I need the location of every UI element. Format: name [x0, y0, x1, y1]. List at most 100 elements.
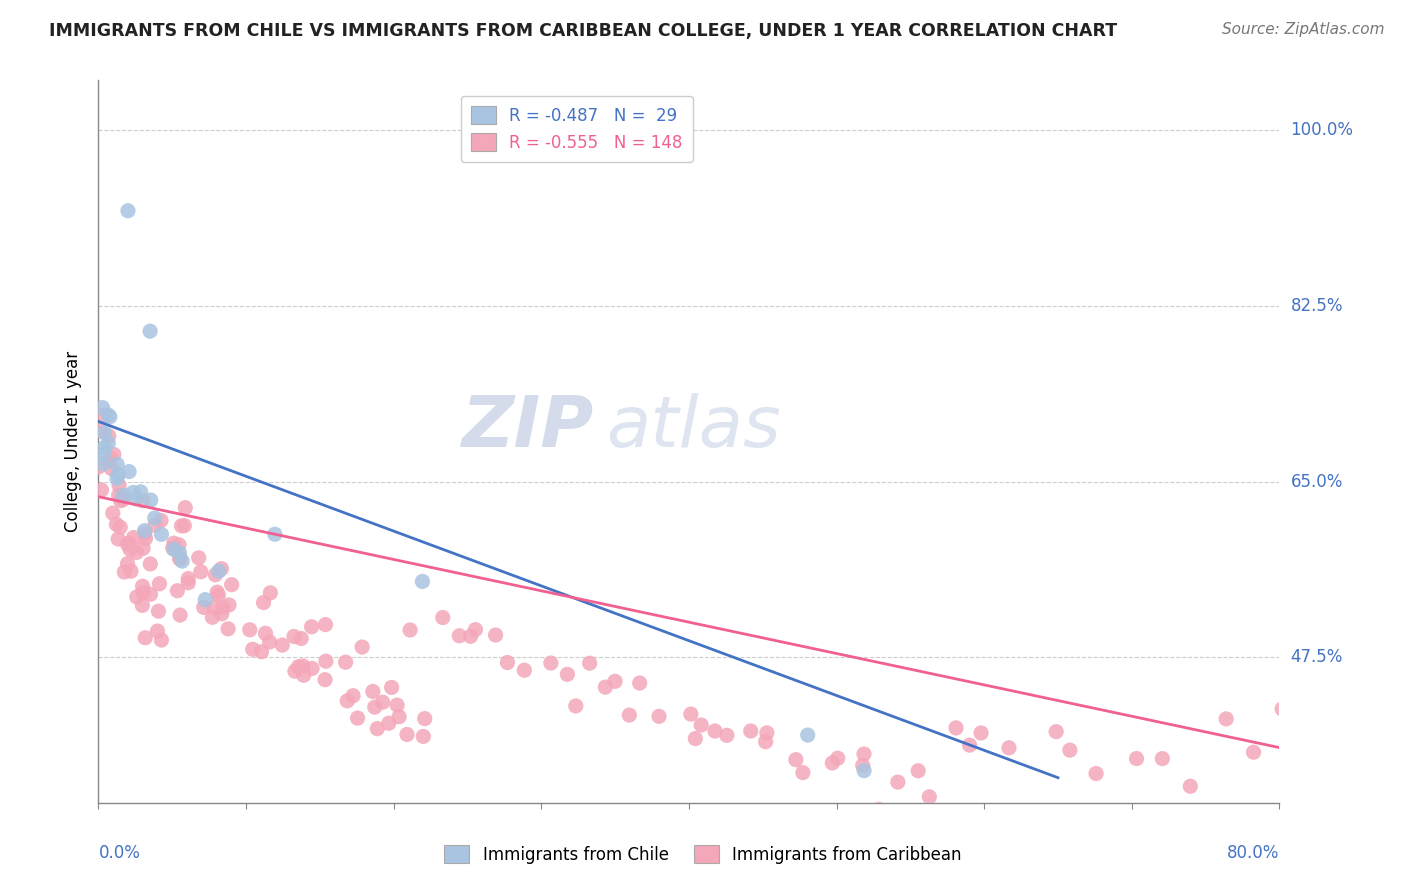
Text: 80.0%: 80.0%	[1227, 845, 1279, 863]
Point	[125, 590, 148, 604]
Point	[97, 436, 120, 450]
Point	[122, 531, 145, 545]
Point	[603, 674, 626, 689]
Text: 82.5%: 82.5%	[1291, 297, 1343, 315]
Point	[131, 599, 153, 613]
Y-axis label: College, Under 1 year: College, Under 1 year	[65, 351, 83, 533]
Point	[399, 623, 422, 637]
Point	[169, 546, 191, 560]
Point	[150, 513, 173, 527]
Text: 0.0%: 0.0%	[98, 845, 141, 863]
Point	[239, 623, 262, 637]
Point	[108, 478, 131, 492]
Point	[97, 429, 120, 443]
Point	[122, 485, 145, 500]
Point	[169, 550, 191, 565]
Point	[134, 526, 156, 541]
Point	[107, 467, 129, 482]
Point	[1125, 751, 1147, 765]
Point	[177, 575, 200, 590]
Point	[166, 583, 188, 598]
Point	[218, 598, 240, 612]
Point	[174, 500, 197, 515]
Point	[221, 577, 243, 591]
Point	[513, 663, 536, 677]
Point	[93, 457, 115, 471]
Point	[150, 527, 173, 541]
Point	[619, 708, 641, 723]
Point	[290, 632, 312, 646]
Point	[169, 608, 191, 623]
Point	[959, 738, 981, 752]
Text: atlas: atlas	[606, 392, 780, 461]
Point	[117, 203, 139, 218]
Point	[91, 401, 114, 415]
Point	[193, 600, 215, 615]
Point	[163, 542, 186, 557]
Point	[346, 711, 368, 725]
Point	[887, 775, 910, 789]
Point	[194, 592, 217, 607]
Point	[101, 506, 124, 520]
Text: 47.5%: 47.5%	[1291, 648, 1343, 666]
Point	[117, 537, 139, 551]
Point	[89, 424, 111, 438]
Point	[740, 723, 762, 738]
Point	[98, 409, 121, 424]
Point	[271, 638, 294, 652]
Point	[162, 541, 184, 556]
Text: 65.0%: 65.0%	[1291, 473, 1343, 491]
Point	[1045, 724, 1067, 739]
Point	[208, 564, 231, 578]
Text: 100.0%: 100.0%	[1291, 121, 1354, 139]
Point	[704, 724, 727, 739]
Point	[413, 712, 436, 726]
Point	[217, 622, 239, 636]
Point	[143, 518, 166, 533]
Point	[335, 655, 357, 669]
Point	[110, 493, 132, 508]
Point	[868, 802, 890, 816]
Point	[139, 493, 162, 508]
Text: ZIP: ZIP	[463, 392, 595, 461]
Point	[134, 524, 156, 538]
Point	[920, 804, 942, 818]
Point	[105, 458, 128, 472]
Point	[139, 324, 162, 338]
Point	[853, 764, 876, 778]
Point	[167, 538, 190, 552]
Point	[496, 656, 519, 670]
Point	[1215, 712, 1237, 726]
Point	[628, 676, 651, 690]
Point	[449, 629, 471, 643]
Point	[371, 695, 394, 709]
Point	[150, 633, 173, 648]
Point	[118, 465, 141, 479]
Point	[578, 656, 600, 670]
Point	[125, 545, 148, 559]
Point	[755, 734, 778, 748]
Point	[97, 408, 120, 422]
Point	[129, 484, 152, 499]
Point	[169, 552, 191, 566]
Point	[143, 511, 166, 525]
Point	[259, 635, 281, 649]
Point	[291, 659, 314, 673]
Point	[352, 640, 374, 654]
Point	[103, 448, 125, 462]
Point	[283, 630, 305, 644]
Point	[796, 728, 818, 742]
Point	[135, 532, 157, 546]
Point	[112, 488, 135, 502]
Point	[163, 536, 186, 550]
Point	[411, 574, 433, 589]
Point	[190, 565, 212, 579]
Point	[945, 721, 967, 735]
Point	[112, 565, 135, 579]
Point	[1152, 751, 1174, 765]
Point	[134, 631, 156, 645]
Point	[90, 483, 112, 497]
Point	[173, 518, 195, 533]
Point	[292, 668, 315, 682]
Point	[432, 610, 454, 624]
